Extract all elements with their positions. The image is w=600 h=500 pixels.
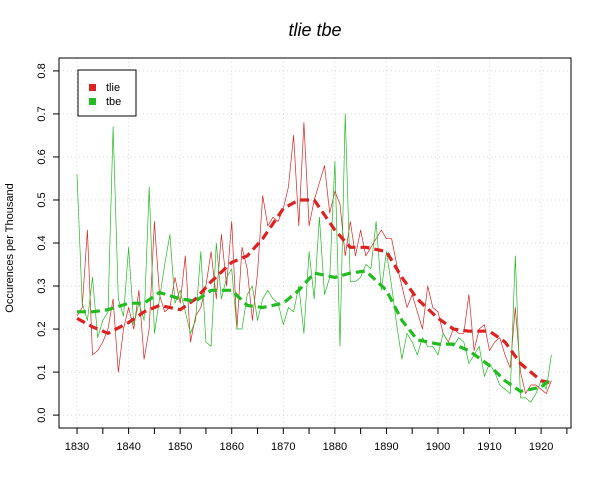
x-tick-label: 1870	[271, 441, 295, 453]
legend-box	[77, 69, 137, 117]
x-tick-label: 1890	[374, 441, 398, 453]
x-tick-label: 1830	[65, 441, 89, 453]
x-tick-label: 1920	[529, 441, 553, 453]
series-line-tlie-smooth	[76, 198, 552, 385]
y-axis-label: Occurences per Thousand	[4, 183, 16, 312]
x-tick-label: 1860	[219, 441, 243, 453]
legend-label-tbe: tbe	[106, 96, 121, 108]
y-tick-label: 0.2	[36, 321, 48, 336]
y-tick-label: 0.7	[36, 106, 48, 121]
y-tick-label: 0.4	[36, 235, 48, 250]
x-tick-label: 1880	[323, 441, 347, 453]
series-line-tbe-smooth	[77, 269, 553, 393]
x-tick-label: 1840	[116, 441, 140, 453]
legend-swatch-tlie	[89, 84, 96, 91]
legend-swatch-tbe	[89, 98, 96, 105]
chart-title: tlie tbe	[288, 20, 341, 40]
y-tick-label: 0.1	[36, 364, 48, 379]
y-tick-label: 0.5	[36, 192, 48, 207]
x-tick-label: 1900	[426, 441, 450, 453]
legend: tlie tbe	[77, 69, 137, 117]
y-tick-label: 0.6	[36, 149, 48, 164]
series-group	[76, 113, 553, 403]
series-line-tbe	[76, 113, 552, 403]
y-tick-label: 0.0	[36, 407, 48, 422]
y-tick-label: 0.3	[36, 278, 48, 293]
x-tick-label: 1850	[168, 441, 192, 453]
x-tick-label: 1910	[477, 441, 501, 453]
axes: 1830 1840 1850 1860 1870 1880 1890 1900 1910 1920…	[36, 63, 568, 453]
legend-label-tlie: tlie	[106, 82, 120, 94]
y-tick-label: 0.8	[36, 63, 48, 78]
